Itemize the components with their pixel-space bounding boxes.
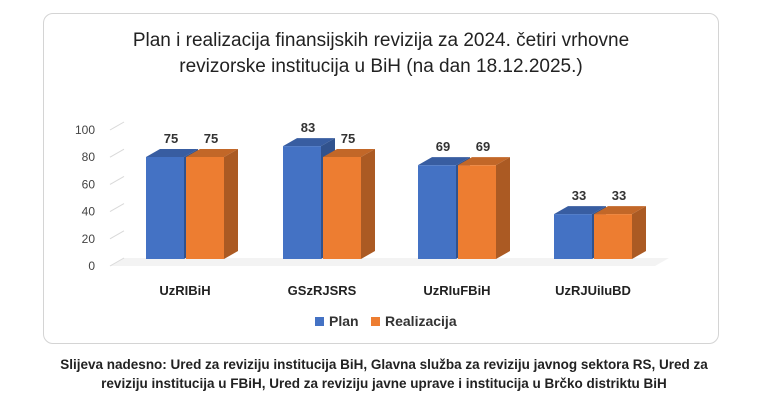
bar-top — [458, 157, 510, 166]
category-label: GSzRJSRS — [288, 283, 357, 298]
bar-top — [323, 149, 375, 157]
bar-realizacija-UzRJUiIuBD — [594, 214, 632, 259]
data-label: 69 — [436, 139, 450, 154]
chart-title-line2: revizorske institucija u BiH (na dan 18.… — [179, 56, 583, 77]
legend-swatch — [315, 317, 324, 326]
chart-title: Plan i realizacija finansijskih revizija… — [43, 28, 719, 80]
bar-plan-UzRJUiIuBD — [554, 214, 592, 259]
legend-swatch — [371, 317, 380, 326]
bar-top — [283, 138, 335, 147]
chart-floor — [110, 258, 669, 266]
caption-line2: reviziju institucija u FBiH, Ured za rev… — [101, 376, 667, 391]
data-label: 69 — [476, 139, 490, 154]
y-tick-line — [109, 148, 125, 158]
y-tick-label: 60 — [82, 177, 96, 191]
category-label: UzRJUiIuBD — [555, 283, 631, 298]
bar-top — [186, 149, 238, 157]
legend-label: Plan — [329, 313, 359, 329]
data-label: 33 — [612, 188, 626, 203]
bar-top — [418, 157, 470, 166]
bar-side — [632, 206, 646, 259]
bar-plan-UzRIBiH — [146, 157, 184, 259]
category-label: UzRIuFBiH — [423, 283, 490, 298]
bar-top — [146, 149, 198, 157]
data-label: 33 — [572, 188, 586, 203]
bar-realizacija-GSzRJSRS — [323, 157, 361, 259]
caption-line1: Slijeva nadesno: Ured za reviziju instit… — [60, 357, 708, 372]
data-label: 75 — [164, 131, 178, 146]
y-tick-line — [109, 203, 125, 213]
bar-top — [594, 206, 646, 215]
y-tick-label: 40 — [82, 205, 96, 219]
category-label: UzRIBiH — [159, 283, 210, 298]
bar-realizacija-UzRIBiH — [186, 157, 224, 259]
bar-realizacija-UzRIuFBiH — [458, 165, 496, 259]
bar-side — [224, 149, 238, 259]
bar-plan-GSzRJSRS — [283, 146, 321, 259]
y-tick-label: 0 — [88, 259, 95, 273]
y-tick-label: 20 — [82, 232, 96, 246]
bar-plan-UzRIuFBiH — [418, 165, 456, 259]
data-label: 75 — [341, 131, 355, 146]
legend-label: Realizacija — [385, 313, 457, 329]
y-tick-line — [109, 230, 125, 240]
bar-side — [496, 157, 510, 259]
data-label: 83 — [301, 120, 315, 135]
y-tick-label: 100 — [75, 123, 95, 137]
y-tick-line — [109, 257, 125, 267]
bar-top — [554, 206, 606, 215]
bar-side — [361, 149, 375, 259]
chart-title-line1: Plan i realizacija finansijskih revizija… — [132, 30, 630, 51]
y-tick-label: 80 — [82, 150, 96, 164]
source-caption: Slijeva nadesno: Ured za reviziju instit… — [0, 355, 768, 393]
y-tick-line — [109, 121, 125, 131]
y-tick-line — [109, 175, 125, 185]
data-label: 75 — [204, 131, 218, 146]
